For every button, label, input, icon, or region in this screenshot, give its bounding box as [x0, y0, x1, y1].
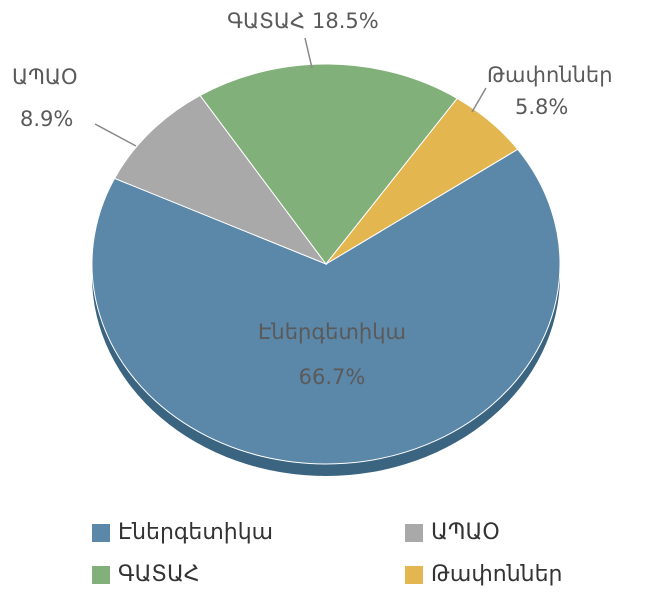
- legend-label: ԱՊԱՕ: [431, 520, 500, 545]
- slice-value-label: 8.9%: [20, 107, 73, 131]
- pie-slice: [325, 97, 519, 265]
- legend-swatch: [92, 524, 110, 542]
- leader-line: [304, 37, 313, 69]
- slice-label: ԱՊԱՕ: [12, 65, 78, 89]
- slice-value-label: 18.5%: [312, 9, 379, 33]
- pie-slice: [199, 63, 458, 265]
- legend-label: ԳԱՏԱՀ: [118, 562, 200, 587]
- leader-line: [94, 123, 137, 147]
- slice-value-label: 66.7%: [299, 365, 366, 389]
- legend-label: Թափոններ: [431, 562, 562, 587]
- pie-slice: [91, 148, 561, 465]
- legend-swatch: [405, 524, 423, 542]
- leader-line: [471, 87, 487, 113]
- pie-slice: [113, 94, 328, 266]
- legend-swatch: [405, 566, 423, 584]
- slice-value-label: 5.8%: [515, 95, 568, 119]
- slice-label: Թափոններ: [487, 63, 613, 87]
- legend-label: Էներգետիկա: [118, 520, 273, 545]
- slice-label: Էներգետիկա: [258, 320, 406, 344]
- legend-swatch: [92, 566, 110, 584]
- slice-label: ԳԱՏԱՀ: [227, 9, 305, 33]
